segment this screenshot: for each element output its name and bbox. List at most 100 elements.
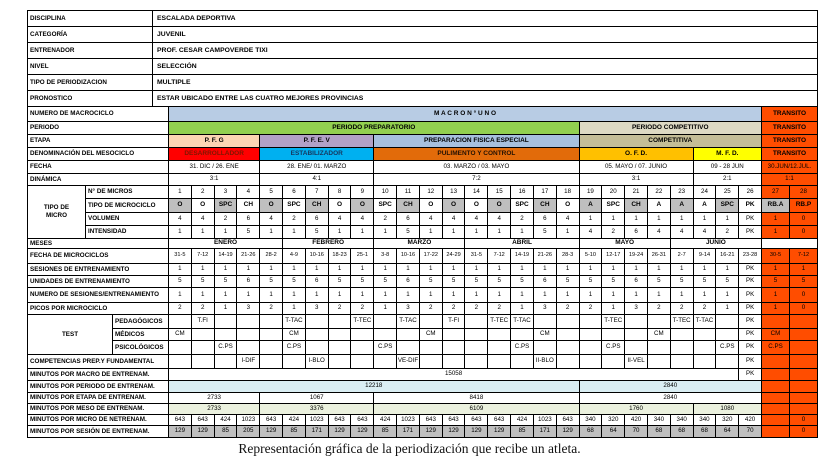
row-cells: 2733 1067 8418 2840 [169, 393, 818, 404]
table-cell: SPC [511, 199, 534, 213]
table-cell: 31. DIC / 26. ENE [169, 161, 261, 174]
table-cell: PERIODO COMPETITIVO [579, 122, 762, 135]
table-cell: 2 [191, 303, 215, 315]
table-cell: 4 [237, 186, 261, 199]
table-cell: 1 [328, 226, 352, 239]
table-cell [789, 341, 818, 355]
table-cell: 1 [237, 264, 261, 276]
table-cell: 14-19 [511, 249, 534, 264]
row-label: MINUTOS POR MACRO DE ENTRENAM. [28, 369, 169, 381]
table-cell: 30.JUN/12.JUL. [761, 161, 818, 174]
table-cell: 1 [260, 264, 284, 276]
table-cell: 15 [488, 186, 512, 199]
table-cell: PERIODO PREPARATORIO [169, 122, 580, 135]
table-cell: CH [237, 199, 261, 213]
table-cell: 1 [214, 264, 238, 276]
table-cell: 3 [397, 303, 420, 315]
table-cell: PK [739, 303, 762, 315]
table-cell: 26-31 [647, 249, 671, 264]
table-cell: 3 [625, 303, 648, 315]
table-cell [761, 355, 790, 369]
row-label: VOLUMEN [86, 213, 169, 226]
table-cell: 1 [625, 264, 648, 276]
table-cell [789, 315, 818, 329]
table-cell: 1 [419, 264, 443, 276]
table-cell: TRANSITO [761, 148, 818, 161]
table-cell: P. F. E. V [260, 135, 375, 148]
table-cell [716, 329, 740, 341]
table-cell [789, 381, 818, 393]
table-cell: 1 [761, 213, 790, 226]
table-cell: 10 [374, 186, 398, 199]
table-cell [556, 329, 580, 341]
table-cell: 5 [351, 276, 375, 288]
table-cell: PK [739, 226, 762, 239]
table-cell: 424 [283, 415, 306, 426]
row-cells: I-DIF I-BLO VE-DIF II-BLO II-VEL PK [169, 355, 818, 369]
table-cell: CM [533, 329, 557, 341]
table-cell [625, 341, 648, 355]
table-cell [789, 404, 818, 415]
table-cell: 3:1 [169, 174, 261, 186]
table-cell: 4 [488, 213, 512, 226]
table-cell: 4:1 [260, 174, 375, 186]
table-cell: 68 [647, 426, 671, 438]
table-cell: 28 [789, 186, 818, 199]
row-label: ETAPA [28, 135, 169, 148]
table-cell: 1 [693, 288, 717, 303]
table-cell: 1 [488, 288, 512, 303]
table-cell [397, 329, 420, 341]
table-cell [602, 355, 626, 369]
table-cell: 129 [191, 426, 215, 438]
table-cell: 5 [328, 276, 352, 288]
table-cell: 12-17 [602, 249, 626, 264]
table-cell: 85 [214, 426, 238, 438]
table-cell: PREPARACION FISICA ESPECIAL [374, 135, 580, 148]
table-cell: T-TAC [693, 315, 717, 329]
table-cell: 5 [716, 276, 740, 288]
table-cell: SPC [374, 199, 398, 213]
table-cell [761, 381, 790, 393]
table-cell: 31-5 [169, 249, 192, 264]
row-dinamica: DINÁMICA 3:1 4:1 7:2 3:1 2:1 1:1 [28, 174, 818, 186]
table-cell: 1 [214, 226, 238, 239]
table-cell: 30-5 [761, 249, 790, 264]
table-cell: 1 [789, 264, 818, 276]
table-cell: 5 [647, 276, 671, 288]
table-cell: 2840 [579, 381, 762, 393]
table-cell: 4 [556, 213, 580, 226]
table-cell: 3 [305, 303, 329, 315]
table-cell: 1 [511, 226, 534, 239]
row-test-psicologicos: PSICOLÓGICOS C.PS C.PS C.PS C.PS C.PS C.PS PK C.… [113, 341, 818, 355]
table-cell: PK [739, 369, 762, 381]
table-cell: 129 [328, 426, 352, 438]
table-cell [488, 355, 512, 369]
table-cell [283, 355, 306, 369]
table-cell: 1080 [693, 404, 762, 415]
row-cells: 4 4 2 6 4 2 6 4 4 2 6 4 4 4 4 2 6 4 1 1 1 1 1 1 1 PK 1 0 [169, 213, 818, 226]
row-unidades-entrenamiento: UNIDADES DE ENTRENAMIENTO 5 5 5 6 5 5 6 5 5 5 6 5 5 5 5… [28, 276, 818, 288]
row-label: INTENSIDAD [86, 226, 169, 239]
row-cells: 1 1 1 1 1 1 1 1 1 1 1 1 1 1 1 1 1 1 1 1 1 1 1 1 1 PK 1 1 [169, 264, 818, 276]
table-cell: 25-1 [351, 249, 375, 264]
table-cell: MARZO [374, 239, 466, 249]
table-cell: 129 [556, 426, 580, 438]
table-cell [511, 355, 534, 369]
row-label: COMPETENCIAS PREP.Y FUNDAMENTAL [28, 355, 169, 369]
table-cell: FEBRERO [283, 239, 375, 249]
table-cell: 5 [556, 276, 580, 288]
table-cell: PK [739, 276, 762, 288]
row-intensidad: INTENSIDAD 1 1 1 5 1 1 5 1 1 1 5 1 1 1 1 1 5 1 4 2 6 4 4 4 2 PK 1 0 [86, 226, 818, 239]
row-cells: 3:1 4:1 7:2 3:1 2:1 1:1 [169, 174, 818, 186]
table-cell: C.PS [602, 341, 626, 355]
table-cell: C.PS [283, 341, 306, 355]
table-cell: 5 [442, 276, 466, 288]
table-cell: 424 [214, 415, 238, 426]
table-cell: 1 [465, 288, 489, 303]
table-cell: II-BLO [533, 355, 557, 369]
row-label: MINUTOS POR PERIODO DE ENTRENAM. [28, 381, 169, 393]
table-cell: CH [533, 199, 557, 213]
table-cell: 1 [670, 213, 694, 226]
table-cell: II-VEL [625, 355, 648, 369]
